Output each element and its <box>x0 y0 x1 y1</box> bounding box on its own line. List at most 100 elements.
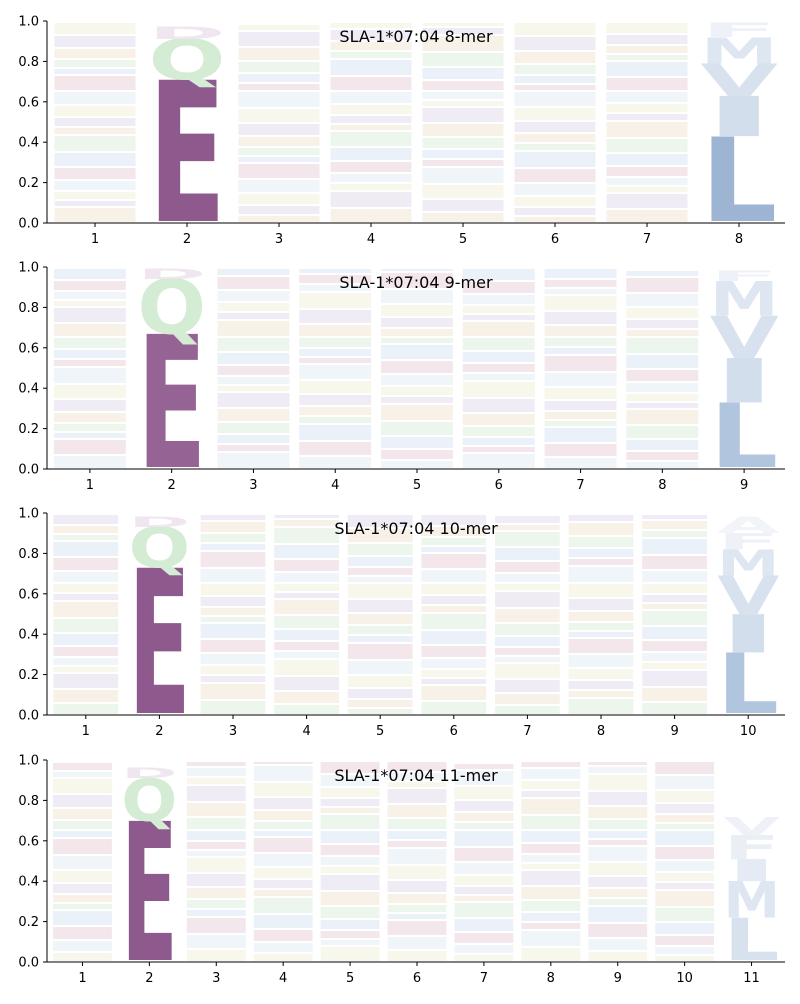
background-letter-mark <box>642 571 707 582</box>
x-tick-label: 6 <box>450 724 458 739</box>
logo-letter-f: F <box>700 19 778 42</box>
background-letter-mark <box>588 939 648 950</box>
background-letter-mark <box>186 851 246 856</box>
background-letter-mark <box>454 887 514 894</box>
x-tick-label: 4 <box>367 232 375 247</box>
background-letter-mark <box>330 132 412 146</box>
background-letter-mark <box>422 68 504 79</box>
background-letter-mark <box>514 134 596 142</box>
y-tick-label: 0.4 <box>18 382 39 397</box>
background-letter-mark <box>186 842 246 849</box>
background-letter-mark <box>330 23 412 28</box>
background-letter-mark <box>330 148 412 160</box>
background-letter-mark <box>200 552 266 567</box>
x-tick-label: 1 <box>78 971 86 986</box>
background-letter-mark <box>53 350 126 358</box>
background-letter-mark <box>642 627 707 639</box>
background-letter-mark <box>217 409 290 421</box>
background-letter-mark <box>53 594 119 600</box>
x-tick-label: 7 <box>480 971 488 986</box>
background-letter-mark <box>54 153 136 166</box>
background-letter-mark <box>53 281 126 290</box>
background-letter-mark <box>495 648 560 655</box>
background-letter-mark <box>253 854 313 866</box>
background-letter-mark <box>544 388 617 399</box>
background-letter-mark <box>568 681 634 689</box>
background-letter-mark <box>454 955 514 961</box>
background-letter-mark <box>320 762 380 773</box>
background-letter-mark <box>238 92 320 107</box>
background-letter-mark <box>588 889 648 897</box>
logo-letter-i: I <box>723 853 780 889</box>
background-letter-mark <box>217 291 290 301</box>
background-letter-mark <box>53 831 112 837</box>
background-letter-mark <box>347 700 413 707</box>
background-letter-mark <box>238 194 320 204</box>
background-letter-mark <box>53 385 126 398</box>
background-letter-mark <box>514 65 596 74</box>
background-letter-mark <box>381 361 453 373</box>
background-letter-mark <box>238 157 320 162</box>
background-letter-mark <box>320 947 380 961</box>
background-letter-mark <box>387 866 447 879</box>
background-letter-mark <box>238 25 320 30</box>
background-letter-mark <box>347 568 413 575</box>
background-letter-mark <box>568 523 634 535</box>
background-letter-mark <box>53 400 126 411</box>
background-letter-mark <box>421 686 487 700</box>
background-letter-mark <box>53 542 119 556</box>
background-letter-mark <box>626 403 699 408</box>
background-letter-mark <box>330 116 412 123</box>
background-letter-mark <box>274 616 339 628</box>
background-letter-mark <box>544 326 617 336</box>
background-letter-mark <box>200 544 266 550</box>
background-letter-mark <box>253 766 313 781</box>
background-letter-mark <box>186 803 246 816</box>
background-letter-mark <box>626 452 699 460</box>
background-letter-mark <box>186 762 246 766</box>
background-letter-mark <box>200 676 266 682</box>
background-letter-mark <box>186 935 246 948</box>
background-letter-mark <box>568 669 634 679</box>
background-letter-mark <box>642 688 707 701</box>
background-letter-mark <box>588 807 648 818</box>
background-letter-mark <box>381 345 453 359</box>
background-letter-mark <box>606 62 688 76</box>
background-letter-mark <box>421 679 487 684</box>
background-letter-mark <box>568 559 634 565</box>
background-letter-mark <box>217 338 290 351</box>
background-letter-mark <box>626 370 699 381</box>
background-letter-mark <box>606 35 688 44</box>
background-letter-mark <box>387 881 447 892</box>
background-letter-mark <box>53 809 112 819</box>
background-letter-mark <box>53 884 112 893</box>
background-letter-mark <box>320 892 380 905</box>
background-letter-mark <box>421 570 487 582</box>
background-letter-mark <box>514 92 596 106</box>
chart-title: SLA-1*07:04 9-mer <box>339 273 493 292</box>
background-letter-mark <box>387 773 447 780</box>
background-letter-mark <box>53 301 126 306</box>
x-tick-label: 8 <box>658 478 666 493</box>
background-letter-mark <box>217 423 290 433</box>
logo-letter-q: Q <box>148 28 225 93</box>
background-letter-mark <box>299 395 372 405</box>
background-letter-mark <box>200 701 266 714</box>
background-letter-mark <box>544 421 617 426</box>
background-letter-mark <box>387 762 447 771</box>
background-letter-mark <box>53 535 119 540</box>
background-letter-mark <box>53 704 119 714</box>
logo-letter-d: D <box>128 514 190 530</box>
background-letter-mark <box>186 874 246 886</box>
background-letter-mark <box>462 382 535 397</box>
x-tick-label: 3 <box>212 971 220 986</box>
background-letter-mark <box>422 168 504 183</box>
y-tick-label: 1.0 <box>18 754 39 769</box>
background-letter-mark <box>626 320 699 328</box>
background-letter-mark <box>454 813 514 821</box>
background-letter-mark <box>588 952 648 961</box>
background-letter-mark <box>238 180 320 192</box>
background-letter-mark <box>299 349 372 356</box>
background-letter-mark <box>200 684 266 699</box>
